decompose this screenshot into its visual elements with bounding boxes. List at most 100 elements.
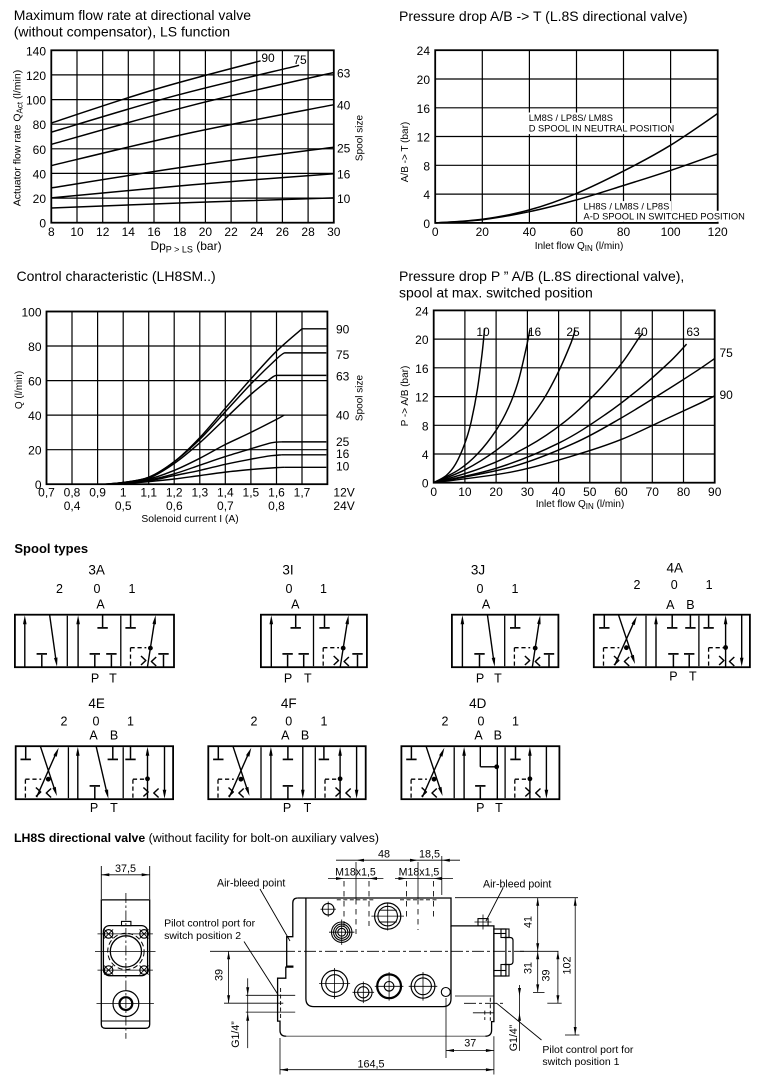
- svg-text:63: 63: [337, 67, 351, 81]
- svg-text:D SPOOL IN NEUTRAL POSITION: D SPOOL IN NEUTRAL POSITION: [529, 124, 675, 134]
- svg-text:48: 48: [378, 849, 390, 861]
- svg-text:4: 4: [422, 448, 429, 462]
- svg-text:3I: 3I: [282, 563, 293, 578]
- svg-text:12: 12: [415, 391, 429, 405]
- svg-text:0: 0: [432, 225, 439, 239]
- svg-text:0: 0: [286, 582, 293, 596]
- svg-text:0: 0: [93, 715, 100, 729]
- svg-text:B: B: [494, 729, 502, 743]
- svg-text:A-D SPOOL IN SWITCHED POSITION: A-D SPOOL IN SWITCHED POSITION: [584, 211, 745, 221]
- svg-text:18,5: 18,5: [419, 849, 440, 861]
- svg-text:B: B: [110, 729, 118, 743]
- svg-text:4D: 4D: [469, 696, 487, 711]
- svg-text:switch position 1: switch position 1: [542, 1056, 619, 1068]
- svg-text:10: 10: [70, 225, 84, 239]
- svg-text:16: 16: [336, 447, 350, 461]
- svg-text:26: 26: [276, 225, 290, 239]
- svg-text:22: 22: [224, 225, 238, 239]
- svg-text:3A: 3A: [88, 563, 105, 578]
- svg-text:T: T: [495, 801, 503, 815]
- svg-text:3J: 3J: [471, 563, 485, 578]
- svg-text:20: 20: [489, 485, 503, 499]
- svg-text:Pilot control port for: Pilot control port for: [542, 1044, 634, 1056]
- svg-text:A: A: [666, 598, 675, 612]
- svg-text:0: 0: [94, 582, 101, 596]
- svg-text:40: 40: [634, 325, 648, 339]
- svg-text:16: 16: [147, 225, 161, 239]
- svg-text:M18x1,5: M18x1,5: [399, 867, 440, 879]
- svg-text:1,1: 1,1: [140, 486, 157, 500]
- svg-text:90: 90: [720, 388, 734, 402]
- svg-text:140: 140: [26, 44, 46, 58]
- svg-text:1: 1: [706, 578, 713, 592]
- svg-text:30: 30: [521, 485, 535, 499]
- svg-text:2: 2: [251, 715, 258, 729]
- svg-text:40: 40: [336, 409, 350, 423]
- svg-text:4A: 4A: [666, 561, 683, 576]
- svg-text:10: 10: [476, 325, 490, 339]
- svg-text:4E: 4E: [88, 696, 105, 711]
- svg-text:10: 10: [337, 192, 351, 206]
- svg-text:120: 120: [26, 69, 46, 83]
- svg-text:(without compensator), LS func: (without compensator), LS function: [14, 24, 230, 40]
- svg-text:120: 120: [708, 225, 728, 239]
- svg-text:Pressure drop A/B -> T (L.8S d: Pressure drop A/B -> T (L.8S directional…: [399, 8, 688, 24]
- svg-text:A/B -> T (bar): A/B -> T (bar): [400, 122, 411, 182]
- svg-text:24: 24: [417, 44, 431, 58]
- svg-text:B: B: [301, 729, 309, 743]
- svg-text:Spool size: Spool size: [355, 374, 366, 421]
- svg-text:0: 0: [430, 485, 437, 499]
- svg-text:40: 40: [552, 485, 566, 499]
- svg-text:164,5: 164,5: [357, 1058, 384, 1070]
- svg-text:P: P: [476, 801, 484, 815]
- svg-text:1,5: 1,5: [243, 486, 260, 500]
- svg-text:16: 16: [415, 362, 429, 376]
- svg-text:31: 31: [523, 962, 535, 974]
- svg-text:102: 102: [562, 956, 574, 974]
- svg-text:P: P: [90, 801, 98, 815]
- svg-text:LH8S directional valve (withou: LH8S directional valve (without facility…: [14, 831, 379, 845]
- svg-text:80: 80: [677, 485, 691, 499]
- svg-text:T: T: [304, 672, 312, 686]
- svg-text:80: 80: [33, 118, 47, 132]
- svg-text:A: A: [482, 598, 491, 612]
- svg-text:25: 25: [337, 141, 351, 155]
- svg-text:P: P: [91, 672, 99, 686]
- svg-text:39: 39: [541, 969, 553, 981]
- svg-text:12V: 12V: [333, 486, 354, 500]
- svg-text:4F: 4F: [281, 696, 297, 711]
- svg-text:20: 20: [33, 192, 47, 206]
- svg-text:16: 16: [337, 168, 351, 182]
- svg-text:0: 0: [422, 477, 429, 491]
- svg-text:Q (l/min): Q (l/min): [14, 371, 25, 409]
- svg-text:75: 75: [336, 348, 350, 362]
- svg-text:4: 4: [423, 188, 430, 202]
- svg-text:P: P: [283, 801, 291, 815]
- svg-text:90: 90: [708, 485, 722, 499]
- svg-text:Actuator flow rate QAct (l/min: Actuator flow rate QAct (l/min): [12, 70, 25, 206]
- svg-text:80: 80: [617, 225, 631, 239]
- svg-text:Pressure drop P ” A/B (L.8S di: Pressure drop P ” A/B (L.8S directional …: [399, 268, 684, 284]
- svg-text:10: 10: [336, 459, 350, 473]
- svg-text:T: T: [110, 801, 118, 815]
- svg-text:A: A: [474, 729, 483, 743]
- svg-text:1,7: 1,7: [294, 486, 311, 500]
- svg-text:60: 60: [33, 143, 47, 157]
- svg-text:1: 1: [512, 582, 519, 596]
- svg-text:Inlet flow QIN (l/min): Inlet flow QIN (l/min): [536, 499, 625, 511]
- svg-text:G1/4”: G1/4”: [230, 1021, 242, 1048]
- svg-text:40: 40: [523, 225, 537, 239]
- svg-text:0,7: 0,7: [38, 486, 55, 500]
- svg-text:T: T: [304, 801, 312, 815]
- svg-text:2: 2: [56, 582, 63, 596]
- svg-text:Solenoid current I (A): Solenoid current I (A): [141, 514, 238, 525]
- svg-text:2: 2: [634, 578, 641, 592]
- svg-text:50: 50: [583, 485, 597, 499]
- svg-text:25: 25: [566, 325, 580, 339]
- svg-text:spool at max. switched positio: spool at max. switched position: [399, 285, 593, 301]
- svg-text:Maximum flow rate at direction: Maximum flow rate at directional valve: [14, 7, 252, 23]
- svg-text:1,2: 1,2: [166, 486, 183, 500]
- svg-text:1: 1: [321, 715, 328, 729]
- svg-text:1,6: 1,6: [268, 486, 285, 500]
- svg-text:8: 8: [422, 419, 429, 433]
